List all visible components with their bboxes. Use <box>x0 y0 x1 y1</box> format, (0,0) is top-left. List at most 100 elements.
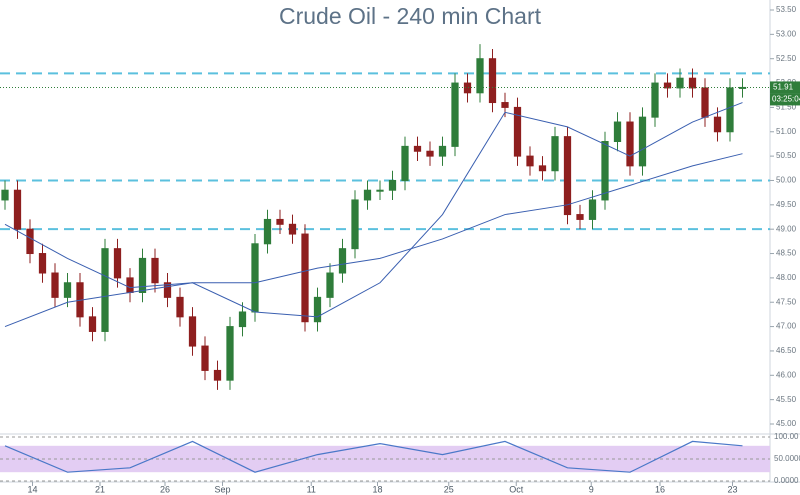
y-tick-label: 53.00 <box>776 29 797 38</box>
candle-body <box>313 296 322 323</box>
chart-title: Crude Oil - 240 min Chart <box>279 3 542 29</box>
y-tick-label: 47.50 <box>776 297 797 306</box>
y-tick-label: 49.00 <box>776 224 797 233</box>
y-tick-label: 52.50 <box>776 54 797 63</box>
y-tick-label: 47.00 <box>776 322 797 331</box>
candle-body <box>226 326 234 381</box>
y-tick-label: 50.00 <box>776 176 797 185</box>
y-tick-label: 48.00 <box>776 273 797 282</box>
candle-body <box>288 223 297 235</box>
candle-body <box>576 214 584 220</box>
candle-body <box>726 87 734 133</box>
candle-body <box>51 272 59 298</box>
candle-body <box>13 189 22 230</box>
candle-body <box>338 248 347 274</box>
candle-body <box>388 179 397 191</box>
x-tick-label: 25 <box>444 484 454 494</box>
candle-body <box>701 87 709 118</box>
x-tick-label: Oct <box>509 484 524 494</box>
candle-body <box>501 102 509 108</box>
y-tick-label: 46.00 <box>776 370 797 379</box>
candle-body <box>738 86 747 89</box>
candle-body <box>188 316 197 347</box>
candle-body <box>301 233 309 323</box>
candle-body <box>138 257 147 293</box>
candle-body <box>638 116 647 167</box>
candle-body <box>676 77 684 89</box>
y-tick-label: 51.00 <box>776 127 797 136</box>
candle-body <box>563 136 572 216</box>
candle-body <box>63 282 72 298</box>
candle-body <box>26 228 34 255</box>
candle-body <box>413 145 422 152</box>
stoch-tick-label: 100.00 <box>774 432 799 441</box>
candle-body <box>101 248 109 332</box>
candle-body <box>613 121 622 143</box>
candle-body <box>326 272 334 298</box>
x-tick-label: Sep <box>214 484 230 494</box>
candle-body <box>263 218 272 245</box>
y-tick-label: 45.50 <box>776 395 797 404</box>
y-tick-label: 45.00 <box>776 419 797 428</box>
candle-body <box>363 189 372 201</box>
stoch-tick-label: 50.0000 <box>774 454 800 463</box>
x-tick-label: 16 <box>655 484 665 494</box>
y-tick-label: 49.50 <box>776 200 797 209</box>
x-tick-label: 21 <box>95 484 105 494</box>
y-tick-label: 53.50 <box>776 5 797 14</box>
x-tick-label: 18 <box>372 484 382 494</box>
candle-body <box>113 248 122 279</box>
last-price-box <box>770 81 800 94</box>
moving-average <box>4 153 743 328</box>
candle-body <box>126 277 134 293</box>
stoch-tick-label: 0.0000 <box>774 476 799 485</box>
candle-body <box>176 296 184 318</box>
candle-body <box>513 106 522 157</box>
x-tick-label: 14 <box>27 484 37 494</box>
candle-body <box>651 82 659 118</box>
candle-body <box>238 311 247 328</box>
candle-body <box>663 82 672 89</box>
y-tick-label: 50.50 <box>776 151 797 160</box>
last-price-label: 51.91 <box>773 83 794 92</box>
x-tick-label: 11 <box>307 484 316 494</box>
candle-body <box>688 77 697 89</box>
candle-body <box>276 218 284 225</box>
candle-body <box>588 199 597 220</box>
candle-body <box>476 58 484 94</box>
candle-body <box>88 316 97 332</box>
candle-body <box>213 369 222 381</box>
moving-average <box>4 102 743 318</box>
x-tick-label: 23 <box>727 484 737 494</box>
candle-body <box>426 150 434 157</box>
candle-body <box>38 253 47 274</box>
candle-body <box>201 345 209 371</box>
candle-body <box>488 58 497 104</box>
y-tick-label: 51.50 <box>776 103 797 112</box>
y-tick-label: 48.50 <box>776 249 797 258</box>
candle-body <box>538 165 547 172</box>
candle-body <box>626 121 634 167</box>
candle-body <box>526 155 534 167</box>
candle-body <box>1 189 9 201</box>
candle-body <box>438 145 447 157</box>
candle-body <box>463 82 472 94</box>
candle-body <box>163 282 172 298</box>
x-tick-label: 26 <box>160 484 170 494</box>
candle-body <box>351 199 359 250</box>
candle-body <box>376 189 384 192</box>
y-tick-label: 46.50 <box>776 346 797 355</box>
stoch-line <box>4 440 743 473</box>
candle-body <box>601 141 609 201</box>
countdown-label: 03:25:04 <box>772 95 800 104</box>
candle-body <box>401 145 409 181</box>
candle-body <box>713 116 722 133</box>
x-tick-label: 9 <box>589 484 594 494</box>
candle-body <box>251 243 259 313</box>
candle-body <box>551 136 559 172</box>
candle-body <box>151 257 159 284</box>
countdown-box <box>770 93 800 106</box>
candle-body <box>451 82 459 147</box>
